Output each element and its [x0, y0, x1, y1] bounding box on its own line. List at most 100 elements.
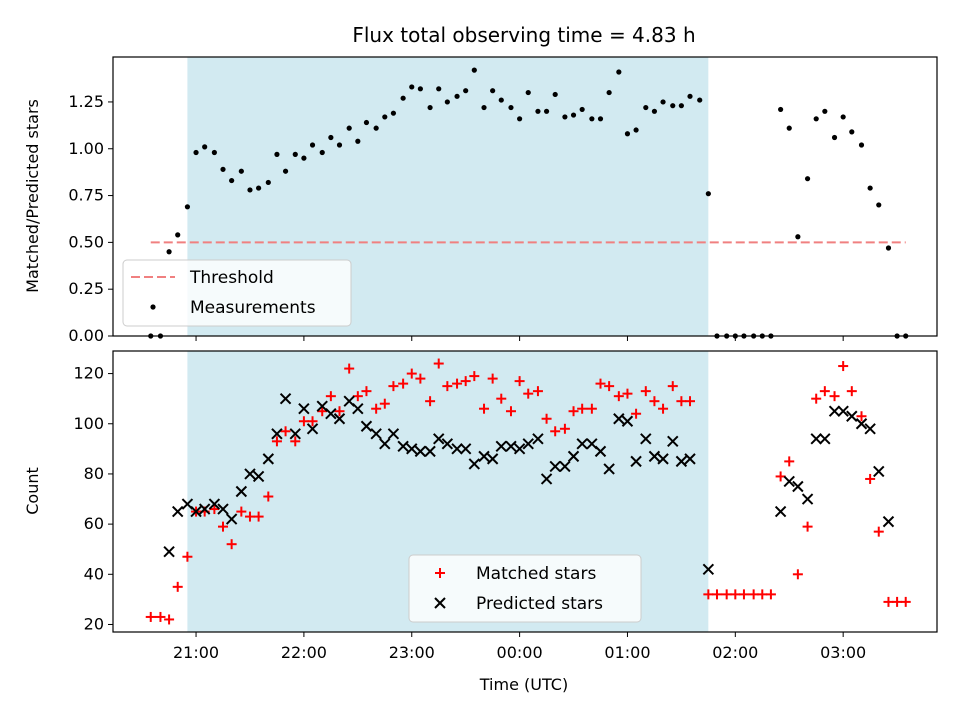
data-point-predicted: [882, 515, 895, 528]
x-stroke-b: [478, 450, 490, 463]
x-stroke-b: [289, 428, 301, 440]
x-stroke-b: [360, 420, 373, 432]
data-point-matched: [757, 589, 768, 600]
data-point: [678, 103, 684, 109]
x-stroke-b: [532, 433, 544, 445]
data-point-predicted: [451, 443, 463, 455]
data-point-matched: [398, 378, 409, 389]
data-point-predicted: [667, 435, 679, 448]
data-point-matched: [676, 396, 687, 407]
legend-predicted-swatch-b: [434, 597, 446, 609]
data-point: [319, 149, 325, 156]
data-point: [211, 149, 217, 156]
data-point-predicted: [370, 428, 382, 440]
x-stroke-b: [298, 402, 310, 415]
x-stroke-b: [451, 443, 463, 455]
data-point-matched: [819, 386, 830, 397]
data-point-matched: [792, 569, 803, 580]
x-stroke-b: [613, 413, 625, 425]
data-point-matched: [209, 504, 220, 515]
data-point-matched: [550, 426, 561, 437]
data-point: [166, 249, 172, 255]
data-point: [328, 134, 334, 141]
data-point: [444, 99, 450, 105]
data-point-predicted: [630, 455, 642, 468]
x-stroke-b: [873, 465, 885, 478]
data-point-predicted: [459, 443, 472, 455]
data-point: [562, 114, 568, 120]
data-point-matched: [873, 526, 884, 537]
x-stroke-b: [657, 453, 669, 465]
data-point: [390, 110, 397, 116]
data-point-predicted: [675, 455, 688, 468]
data-point-predicted: [495, 440, 507, 453]
data-point: [256, 185, 262, 191]
data-point-matched: [631, 408, 642, 419]
data-point: [840, 114, 846, 120]
data-point: [670, 103, 676, 109]
data-point-matched: [649, 396, 660, 407]
x-stroke-b: [810, 433, 822, 445]
data-point-predicted: [289, 428, 301, 440]
data-point-predicted: [792, 480, 804, 493]
data-point: [804, 176, 811, 182]
data-point-predicted: [864, 423, 876, 435]
data-point: [597, 116, 604, 122]
top-legend: Threshold Measurements: [122, 259, 352, 327]
data-point-matched: [334, 406, 345, 417]
x-stroke-b: [370, 428, 382, 440]
data-point-matched: [244, 511, 255, 522]
x-stroke-b: [325, 408, 337, 420]
data-point: [651, 108, 658, 114]
y-tick-label: 60: [84, 514, 104, 533]
data-point-matched: [711, 589, 722, 600]
data-point: [876, 202, 882, 208]
x-stroke-b: [783, 475, 795, 488]
data-point-predicted: [801, 493, 814, 505]
data-point-matched: [748, 589, 759, 600]
data-point-predicted: [414, 445, 427, 458]
x-stroke-b: [540, 473, 553, 485]
data-point-predicted: [387, 428, 400, 440]
x-stroke-b: [262, 453, 275, 465]
data-point-matched: [559, 423, 570, 434]
data-point-predicted: [855, 418, 868, 430]
x-stroke-b: [468, 458, 481, 470]
x-stroke-b: [801, 493, 814, 505]
data-point-predicted: [271, 428, 283, 440]
x-stroke-b: [181, 498, 194, 510]
data-point-matched: [290, 436, 301, 447]
x-tick-label: 22:00: [281, 643, 327, 662]
x-stroke-b: [208, 498, 221, 510]
data-point-matched: [155, 611, 166, 622]
data-point-predicted: [603, 463, 615, 475]
top-y-axis-label: Matched/Predicted stars: [23, 99, 42, 293]
data-point-matched: [307, 416, 318, 427]
data-point-predicted: [657, 453, 669, 465]
chart-title: Flux total observing time = 4.83 h: [352, 23, 695, 47]
data-point: [490, 88, 496, 94]
x-stroke-b: [343, 395, 355, 407]
x-stroke-b: [819, 433, 831, 445]
data-point: [606, 89, 612, 96]
x-stroke-b: [648, 450, 661, 463]
legend-predicted-label: Predicted stars: [476, 594, 603, 614]
x-axis-label: Time (UTC): [479, 675, 568, 694]
x-stroke-b: [486, 453, 499, 465]
data-point-predicted: [352, 402, 364, 415]
data-point-matched: [505, 406, 516, 417]
x-stroke-b: [163, 546, 175, 558]
data-point-predicted: [172, 505, 184, 518]
data-point: [229, 177, 235, 184]
data-point-predicted: [783, 475, 795, 488]
data-point-matched: [622, 388, 633, 399]
data-point-predicted: [846, 410, 858, 422]
data-point-predicted: [684, 453, 696, 465]
data-point-predicted: [360, 420, 373, 432]
x-stroke-b: [792, 480, 804, 493]
data-point: [373, 125, 379, 131]
data-point-predicted: [640, 433, 652, 445]
data-point-predicted: [594, 445, 607, 458]
data-point: [282, 168, 289, 174]
